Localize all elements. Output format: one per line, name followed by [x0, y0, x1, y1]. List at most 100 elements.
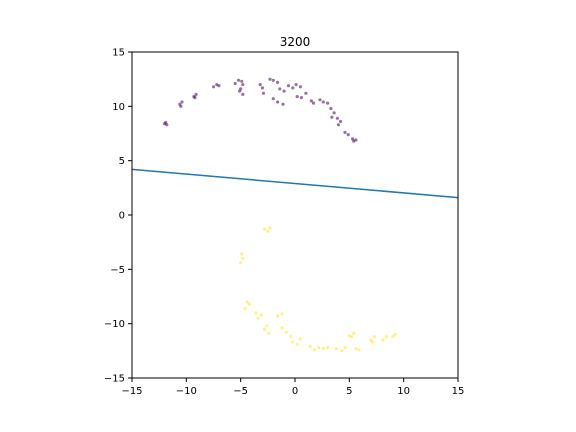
y-tick-label: −5	[110, 265, 125, 276]
data-point-class-1	[241, 256, 245, 261]
data-point-class-0	[278, 87, 282, 91]
data-point-class-1	[280, 326, 284, 330]
data-point-class-0	[346, 133, 350, 137]
plot-points	[163, 77, 397, 353]
data-point-class-1	[247, 302, 251, 306]
data-point-class-1	[317, 346, 321, 350]
x-tick-label: 0	[292, 386, 298, 397]
data-point-class-0	[268, 77, 272, 81]
data-point-class-1	[266, 229, 270, 233]
data-point-class-1	[239, 261, 243, 265]
data-point-class-0	[311, 101, 316, 105]
y-tick-label: 15	[112, 48, 125, 59]
data-point-class-0	[258, 83, 262, 87]
y-tick-label: −15	[104, 374, 125, 385]
data-point-class-0	[281, 102, 285, 106]
data-point-class-0	[282, 89, 286, 93]
data-point-class-1	[326, 346, 330, 350]
data-point-class-0	[194, 92, 198, 96]
y-axis-ticks: −15 −10 −5 0 5 10 15	[104, 48, 132, 385]
y-tick-label: 10	[112, 102, 125, 113]
data-point-class-1	[354, 347, 358, 351]
data-point-class-1	[321, 347, 325, 351]
data-point-class-0	[339, 119, 343, 124]
data-point-class-0	[326, 101, 330, 105]
data-point-class-0	[271, 78, 275, 82]
data-point-class-0	[352, 139, 356, 143]
data-point-class-0	[336, 123, 341, 127]
data-point-class-0	[180, 100, 184, 104]
data-point-class-1	[313, 348, 317, 352]
data-point-class-1	[245, 300, 249, 304]
data-point-class-0	[309, 99, 313, 103]
data-point-class-1	[381, 338, 385, 342]
data-point-class-0	[241, 83, 245, 87]
data-point-class-0	[321, 100, 325, 104]
data-point-class-0	[335, 116, 339, 120]
data-point-class-1	[263, 327, 267, 331]
y-tick-label: 0	[119, 211, 125, 222]
data-point-class-1	[391, 335, 395, 339]
data-point-class-0	[298, 85, 302, 89]
data-point-class-1	[259, 313, 263, 317]
data-point-class-1	[357, 348, 361, 352]
data-point-class-0	[164, 121, 168, 125]
data-point-class-1	[340, 349, 344, 353]
data-point-class-1	[276, 314, 280, 318]
data-point-class-1	[256, 316, 260, 320]
data-point-class-1	[384, 335, 388, 339]
data-point-class-1	[240, 252, 244, 256]
data-point-class-1	[334, 347, 338, 351]
data-point-class-0	[271, 97, 275, 101]
x-axis-ticks: −15 −10 −5 0 5 10 15	[121, 378, 464, 397]
data-point-class-1	[372, 335, 376, 339]
data-point-class-0	[240, 79, 244, 83]
x-tick-label: −10	[176, 386, 197, 397]
data-point-class-0	[286, 84, 291, 88]
data-point-class-0	[318, 98, 322, 102]
data-point-class-1	[343, 346, 347, 350]
data-point-class-0	[236, 78, 241, 82]
plot-lines	[131, 168, 459, 199]
data-point-class-1	[308, 344, 312, 349]
data-point-class-0	[276, 100, 280, 104]
data-point-class-0	[330, 115, 334, 119]
data-point-class-1	[349, 335, 354, 339]
data-point-class-1	[291, 340, 295, 344]
data-point-class-0	[304, 91, 308, 95]
data-point-class-0	[260, 86, 264, 90]
data-point-class-0	[241, 92, 245, 96]
x-tick-label: 15	[452, 386, 465, 397]
x-tick-label: 10	[397, 386, 410, 397]
data-point-class-1	[267, 331, 271, 335]
chart-title: 3200	[280, 35, 311, 49]
data-point-class-1	[254, 311, 258, 315]
decision-boundary-line	[131, 168, 459, 199]
data-point-class-0	[332, 111, 336, 115]
data-point-class-1	[265, 324, 269, 328]
data-point-class-0	[291, 86, 295, 90]
data-point-class-1	[280, 312, 284, 316]
data-point-class-1	[352, 331, 356, 335]
data-point-class-0	[295, 95, 299, 99]
x-tick-label: −5	[233, 386, 248, 397]
data-point-class-0	[217, 84, 221, 88]
data-point-class-0	[261, 91, 266, 95]
data-point-class-1	[370, 340, 374, 344]
data-point-class-1	[298, 337, 302, 341]
data-point-class-0	[211, 85, 216, 89]
data-point-class-0	[294, 83, 298, 87]
data-point-class-0	[233, 81, 237, 86]
data-point-class-0	[276, 80, 280, 84]
data-point-class-1	[268, 226, 272, 230]
data-point-class-1	[289, 335, 293, 339]
data-point-class-1	[393, 332, 397, 337]
x-tick-label: −15	[121, 386, 142, 397]
data-point-class-1	[295, 342, 299, 346]
data-point-class-1	[263, 227, 267, 231]
x-tick-label: 5	[346, 386, 352, 397]
data-point-class-1	[243, 306, 247, 311]
data-point-class-0	[238, 89, 242, 93]
data-point-class-0	[193, 96, 197, 100]
